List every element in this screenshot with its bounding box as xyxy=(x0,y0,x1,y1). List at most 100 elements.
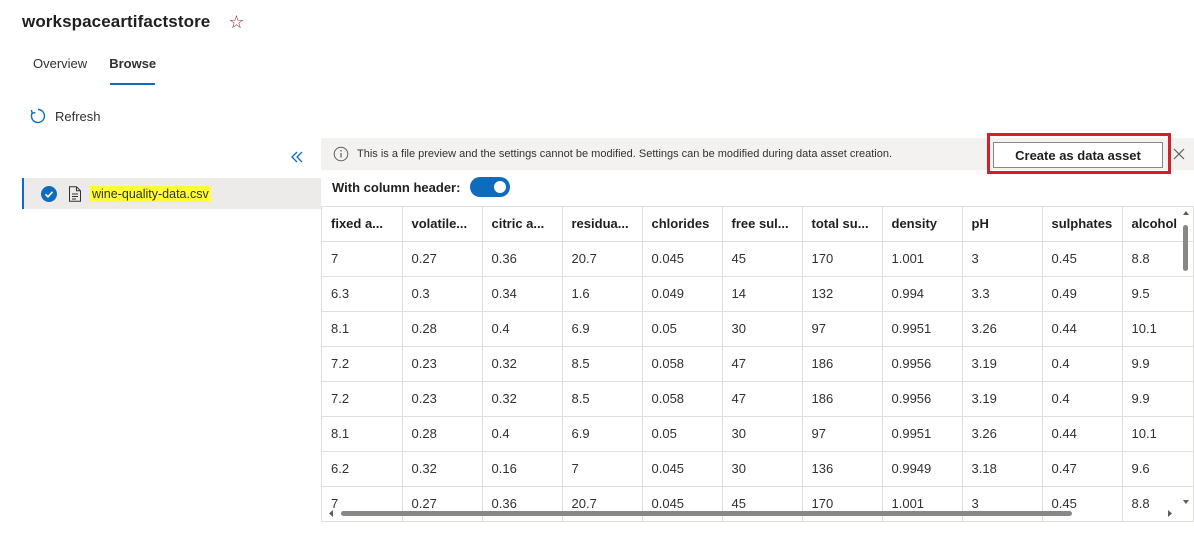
column-header[interactable]: citric a... xyxy=(482,207,563,242)
horizontal-scroll-thumb[interactable] xyxy=(341,511,1072,516)
table-cell: 0.4 xyxy=(482,416,563,452)
table-cell: 132 xyxy=(802,276,883,312)
table-cell: 0.9949 xyxy=(882,451,963,487)
table-row[interactable]: 7.2 0.23 0.32 8.5 0.058 47 186 0.9956 3.19 0.4 9.9 xyxy=(322,381,1193,417)
table-cell: 3.3 xyxy=(962,276,1043,312)
table-cell: 1.001 xyxy=(882,241,963,277)
table-cell: 0.994 xyxy=(882,276,963,312)
scroll-right-icon[interactable] xyxy=(1165,507,1175,520)
close-icon[interactable] xyxy=(1172,147,1186,161)
table-cell: 3.26 xyxy=(962,416,1043,452)
tree-item-file[interactable]: wine-quality-data.csv xyxy=(22,178,321,209)
preview-table: fixed a... volatile... citric a... resid… xyxy=(322,207,1193,521)
column-header[interactable]: free sul... xyxy=(722,207,803,242)
table-cell: 0.045 xyxy=(642,451,723,487)
table-cell: 6.9 xyxy=(562,416,643,452)
table-cell: 8.5 xyxy=(562,381,643,417)
table-cell: 0.058 xyxy=(642,346,723,382)
table-cell: 0.34 xyxy=(482,276,563,312)
table-cell: 9.9 xyxy=(1122,346,1193,382)
table-cell: 47 xyxy=(722,381,803,417)
table-cell: 3.26 xyxy=(962,311,1043,347)
table-cell: 45 xyxy=(722,241,803,277)
column-header[interactable]: volatile... xyxy=(402,207,483,242)
table-cell: 3.18 xyxy=(962,451,1043,487)
table-cell: 0.9951 xyxy=(882,311,963,347)
table-cell: 7.2 xyxy=(322,381,403,417)
table-cell: 0.28 xyxy=(402,311,483,347)
star-outline-icon[interactable]: ☆ xyxy=(228,12,245,32)
table-cell: 0.23 xyxy=(402,381,483,417)
table-cell: 0.4 xyxy=(482,311,563,347)
column-header[interactable]: total su... xyxy=(802,207,883,242)
table-cell: 47 xyxy=(722,346,803,382)
column-header[interactable]: density xyxy=(882,207,963,242)
create-data-asset-button[interactable]: Create as data asset xyxy=(993,142,1163,168)
collapse-pane-icon[interactable] xyxy=(288,148,306,166)
table-cell: 7 xyxy=(322,241,403,277)
table-row[interactable]: 7.2 0.23 0.32 8.5 0.058 47 186 0.9956 3.19 0.4 9.9 xyxy=(322,346,1193,382)
table-cell: 0.058 xyxy=(642,381,723,417)
column-header[interactable]: residua... xyxy=(562,207,643,242)
table-cell: 8.5 xyxy=(562,346,643,382)
table-row[interactable]: 7 0.27 0.36 20.7 0.045 45 170 1.001 3 0.45 8.8 xyxy=(322,241,1193,277)
table-cell: 6.3 xyxy=(322,276,403,312)
table-cell: 3.19 xyxy=(962,346,1043,382)
column-header-toggle[interactable] xyxy=(470,177,511,197)
table-row[interactable]: 8.1 0.28 0.4 6.9 0.05 30 97 0.9951 3.26 0.44 10.1 xyxy=(322,311,1193,347)
table-row[interactable]: 8.1 0.28 0.4 6.9 0.05 30 97 0.9951 3.26 0.44 10.1 xyxy=(322,416,1193,452)
vertical-scrollbar[interactable] xyxy=(1180,207,1192,507)
table-cell: 0.32 xyxy=(482,381,563,417)
tab-bar: Overview Browse xyxy=(22,50,167,86)
table-cell: 97 xyxy=(802,416,883,452)
data-grid: fixed a... volatile... citric a... resid… xyxy=(321,206,1194,522)
file-name: wine-quality-data.csv xyxy=(90,185,211,202)
highlight-box xyxy=(987,133,1171,174)
table-cell: 0.9956 xyxy=(882,381,963,417)
refresh-label: Refresh xyxy=(55,108,101,124)
table-cell: 8.8 xyxy=(1122,486,1193,521)
table-cell: 0.05 xyxy=(642,416,723,452)
table-cell: 0.4 xyxy=(1042,346,1123,382)
checkmark-circle-icon xyxy=(41,185,57,202)
scroll-left-icon[interactable] xyxy=(326,507,336,520)
header-row: fixed a... volatile... citric a... resid… xyxy=(322,207,1193,242)
table-cell: 9.6 xyxy=(1122,451,1193,487)
tab-browse[interactable]: Browse xyxy=(98,50,167,85)
table-cell: 0.4 xyxy=(1042,381,1123,417)
table-cell: 0.16 xyxy=(482,451,563,487)
vertical-scroll-thumb[interactable] xyxy=(1183,225,1188,271)
table-cell: 0.28 xyxy=(402,416,483,452)
scroll-down-icon[interactable] xyxy=(1180,497,1192,507)
column-header[interactable]: pH xyxy=(962,207,1043,242)
column-header-label: With column header: xyxy=(332,179,461,195)
table-cell: 0.045 xyxy=(642,241,723,277)
table-cell: 10.1 xyxy=(1122,311,1193,347)
table-row[interactable]: 6.2 0.32 0.16 7 0.045 30 136 0.9949 3.18 0.47 9.6 xyxy=(322,451,1193,487)
table-cell: 6.9 xyxy=(562,311,643,347)
table-cell: 0.49 xyxy=(1042,276,1123,312)
column-header[interactable]: sulphates xyxy=(1042,207,1123,242)
table-cell: 9.9 xyxy=(1122,381,1193,417)
page-title: workspaceartifactstore xyxy=(22,12,211,31)
column-header[interactable]: fixed a... xyxy=(322,207,403,242)
horizontal-scrollbar[interactable] xyxy=(322,507,1179,520)
document-icon xyxy=(69,185,81,202)
table-cell: 0.32 xyxy=(402,451,483,487)
table-cell: 97 xyxy=(802,311,883,347)
column-header-row: With column header: xyxy=(332,177,511,197)
table-cell: 3.19 xyxy=(962,381,1043,417)
tab-overview[interactable]: Overview xyxy=(33,56,88,71)
column-header[interactable]: chlorides xyxy=(642,207,723,242)
table-cell: 0.47 xyxy=(1042,451,1123,487)
table-row[interactable]: 6.3 0.3 0.34 1.6 0.049 14 132 0.994 3.3 0.49 9.5 xyxy=(322,276,1193,312)
table-cell: 0.44 xyxy=(1042,311,1123,347)
table-cell: 0.05 xyxy=(642,311,723,347)
column-header[interactable]: alcohol xyxy=(1122,207,1193,242)
table-cell: 0.23 xyxy=(402,346,483,382)
info-text: This is a file preview and the settings … xyxy=(357,148,893,160)
scroll-up-icon[interactable] xyxy=(1180,208,1192,218)
refresh-icon xyxy=(30,108,46,124)
refresh-button[interactable]: Refresh xyxy=(29,106,101,126)
table-cell: 8.1 xyxy=(322,416,403,452)
